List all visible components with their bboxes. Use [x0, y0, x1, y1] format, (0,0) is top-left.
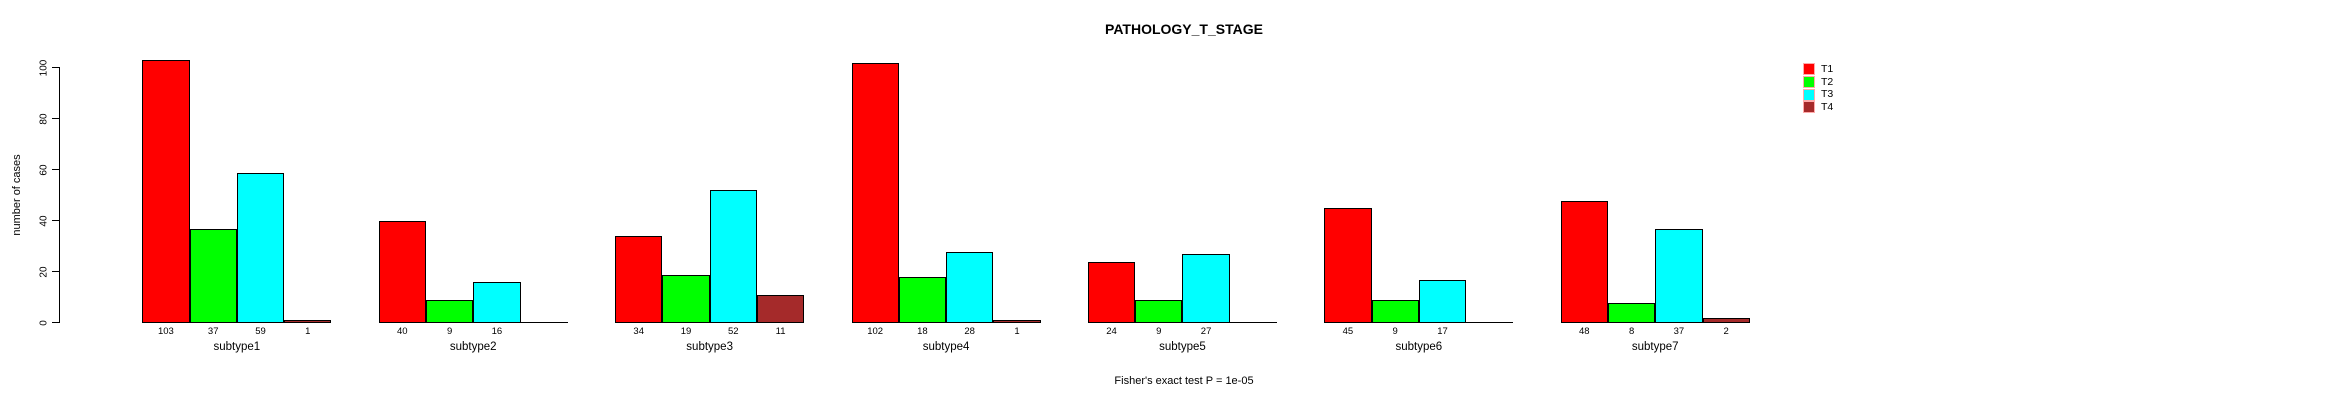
category-label: subtype7	[1631, 341, 1679, 353]
legend-row: T1	[1803, 63, 1833, 76]
bar-value-label: 9	[1392, 326, 1398, 337]
bar	[946, 251, 994, 323]
bar-value-label: 16	[491, 326, 503, 337]
category-label: subtype2	[449, 341, 497, 353]
y-axis-line	[59, 68, 60, 323]
bar-value-label: 2	[1723, 326, 1729, 337]
bar-value-label: 24	[1106, 326, 1117, 337]
bar-value-label: 103	[157, 326, 174, 337]
bar	[662, 274, 710, 323]
legend-swatch	[1803, 63, 1815, 76]
bar	[189, 228, 237, 323]
bar	[236, 172, 285, 323]
bar-value-label: 9	[446, 326, 453, 337]
legend-swatch	[1803, 76, 1815, 89]
bar-value-label: 52	[727, 326, 739, 337]
bar	[709, 190, 757, 323]
legend-label: T3	[1821, 88, 1834, 101]
category-label: subtype4	[922, 341, 970, 353]
bar-value-label: 9	[1156, 326, 1162, 337]
bar-group: 40 9 16 subtype2	[378, 0, 568, 400]
legend-label: T1	[1821, 63, 1834, 76]
y-axis-tick-label: 40	[38, 215, 50, 227]
bar	[284, 320, 332, 323]
bar-value-label: 27	[1200, 326, 1212, 337]
bar-value-label: 59	[255, 326, 266, 337]
bar	[378, 221, 426, 323]
bar-value-label: 48	[1579, 326, 1590, 337]
bar	[851, 62, 899, 323]
annotation: Fisher's exact test P = 1e-05	[1114, 375, 1254, 387]
bar	[756, 294, 805, 323]
category-label: subtype6	[1395, 341, 1443, 353]
y-axis-tick-label: 60	[38, 164, 50, 176]
legend-row: T3	[1803, 88, 1833, 101]
bar-value-label: 37	[207, 326, 219, 337]
bar-group: 103 37 59 1 subtype1	[142, 0, 332, 400]
bar-group: 34 19 52 11 subtype3	[615, 0, 805, 400]
y-axis-tick	[52, 169, 60, 170]
bar-value-label: 37	[1673, 326, 1685, 337]
bar	[1182, 254, 1230, 323]
y-axis-tick-label: 0	[38, 320, 50, 326]
bar	[1371, 300, 1419, 323]
bar	[1087, 261, 1136, 323]
legend-label: T4	[1821, 101, 1834, 114]
y-axis-tick-label: 100	[38, 59, 50, 77]
bar	[473, 282, 521, 323]
bar-group: 102 18 28 1 subtype4	[851, 0, 1041, 400]
bar	[1324, 208, 1372, 323]
bar-value-label: 45	[1342, 326, 1354, 337]
bar	[1607, 302, 1656, 323]
legend-row: T4	[1803, 101, 1833, 114]
legend-row: T2	[1803, 76, 1833, 89]
category-label: subtype5	[1159, 341, 1206, 353]
y-axis-tick-label: 20	[38, 266, 50, 278]
bar-group: 48 8 37 2 subtype7	[1560, 0, 1750, 400]
bar-value-label: 1	[305, 326, 311, 337]
bar	[1702, 317, 1750, 323]
y-axis-label: number of cases	[11, 154, 23, 236]
bar-value-label: 8	[1628, 326, 1635, 337]
bar-value-label: 18	[917, 326, 928, 337]
legend-label: T2	[1821, 75, 1834, 88]
category-label: subtype1	[213, 341, 261, 353]
y-axis-tick	[52, 322, 60, 323]
bar	[898, 277, 947, 323]
bar-value-label: 17	[1437, 326, 1448, 337]
y-axis-tick-label: 80	[38, 113, 50, 125]
bar-value-label: 34	[633, 326, 645, 337]
bar	[1655, 228, 1703, 323]
bar-value-label: 1	[1014, 326, 1020, 337]
bar	[993, 320, 1041, 323]
bar-value-label: 19	[680, 326, 692, 337]
y-axis-tick	[52, 118, 60, 119]
legend-swatch	[1803, 101, 1815, 114]
legend-swatch	[1803, 88, 1815, 101]
bar	[425, 300, 474, 323]
bar-group: 45 9 17 subtype6	[1324, 0, 1514, 400]
bar	[615, 236, 663, 323]
legend: T1 T2 T3 T4	[1803, 63, 1833, 114]
category-label: subtype3	[686, 341, 733, 353]
bar	[1418, 279, 1467, 323]
bar	[142, 60, 190, 323]
bar-value-label: 102	[867, 326, 884, 337]
bar-value-label: 40	[397, 326, 408, 337]
bar-value-label: 11	[775, 326, 786, 337]
bar-value-label: 28	[964, 326, 975, 337]
y-axis-tick	[52, 220, 60, 221]
y-axis-tick	[52, 271, 60, 272]
chart-title: PATHOLOGY_T_STAGE	[1105, 21, 1263, 37]
bar-group: 24 9 27 subtype5	[1087, 0, 1277, 400]
y-axis-tick	[52, 67, 60, 68]
bar	[1560, 200, 1608, 323]
bar	[1135, 300, 1183, 323]
